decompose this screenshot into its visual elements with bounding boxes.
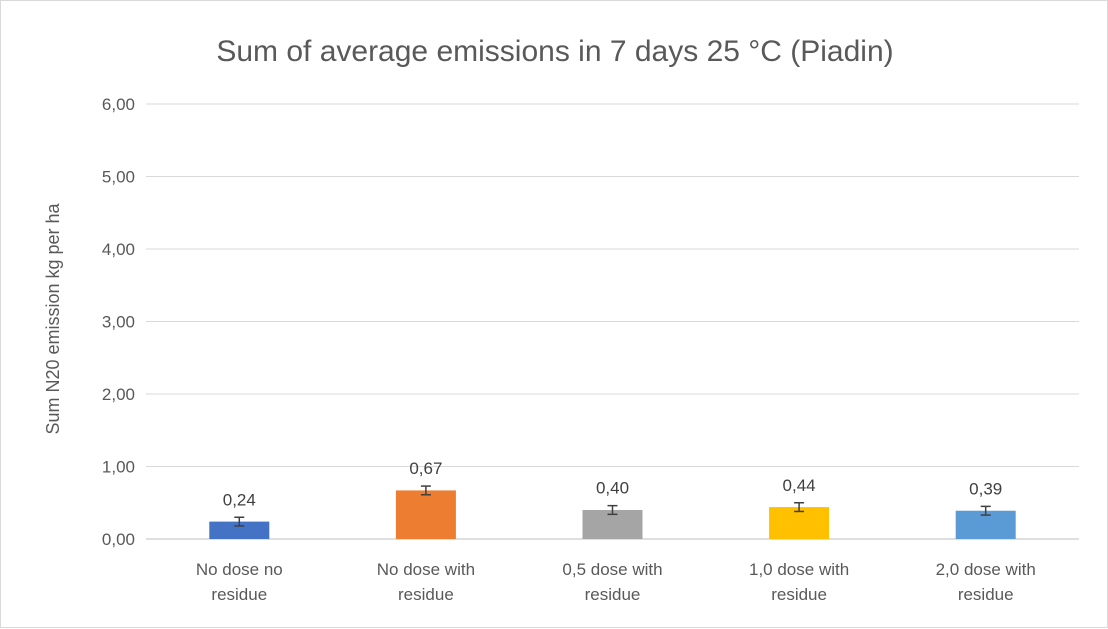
category-label-line: 2,0 dose with (936, 560, 1036, 579)
category-label-line: 0,5 dose with (562, 560, 662, 579)
category-label-line: residue (771, 585, 827, 604)
data-label: 0,24 (223, 490, 256, 509)
category-label-line: 1,0 dose with (749, 560, 849, 579)
y-axis-label: Sum N20 emission kg per ha (43, 202, 63, 434)
error-bar (234, 516, 245, 527)
y-axis-ticks: 0,00 1,00 2,00 3,00 4,00 5,00 6,00 (102, 95, 135, 549)
category-label: 2,0 dose with residue (936, 560, 1036, 604)
data-labels: 0,24 0,67 0,40 0,44 0,39 (223, 459, 1002, 509)
category-label-line: residue (398, 585, 454, 604)
y-tick-label: 6,00 (102, 95, 135, 114)
error-bar (980, 505, 991, 516)
gridlines (146, 103, 1079, 540)
y-tick-label: 1,00 (102, 458, 135, 477)
y-tick-label: 5,00 (102, 168, 135, 187)
category-label-line: residue (211, 585, 267, 604)
data-label: 0,67 (409, 459, 442, 478)
category-label: 1,0 dose with residue (749, 560, 849, 604)
error-bar (420, 485, 431, 496)
data-label: 0,40 (596, 479, 629, 498)
data-label: 0,44 (783, 476, 816, 495)
category-label: No dose with residue (377, 560, 475, 604)
y-tick-label: 0,00 (102, 530, 135, 549)
category-label-line: No dose no (196, 560, 283, 579)
category-label: 0,5 dose with residue (562, 560, 662, 604)
category-label-line: residue (585, 585, 641, 604)
data-label: 0,39 (969, 479, 1002, 498)
y-tick-label: 4,00 (102, 240, 135, 259)
category-label-line: No dose with (377, 560, 475, 579)
bar (769, 507, 830, 539)
category-label-line: residue (958, 585, 1014, 604)
y-tick-label: 2,00 (102, 385, 135, 404)
chart-title: Sum of average emissions in 7 days 25 °C… (216, 35, 893, 68)
category-label: No dose no residue (196, 560, 283, 604)
error-bars (234, 485, 991, 527)
y-tick-label: 3,00 (102, 313, 135, 332)
bar (209, 521, 270, 539)
bar (395, 490, 456, 539)
error-bar (794, 502, 805, 513)
error-bar (607, 504, 618, 516)
